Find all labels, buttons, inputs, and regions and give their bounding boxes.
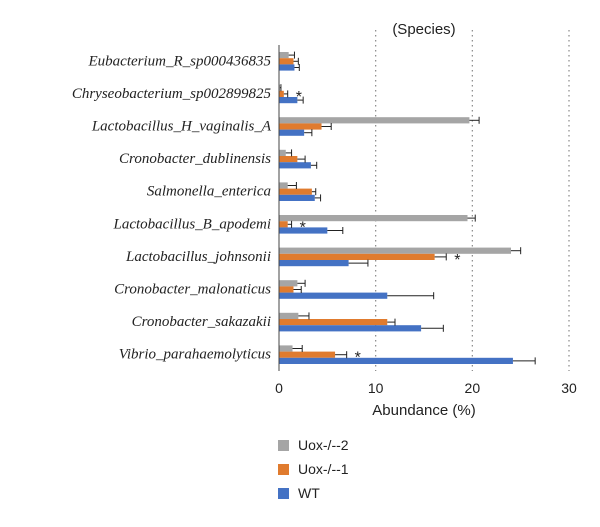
x-axis-title: Abundance (%) bbox=[372, 402, 475, 419]
bar bbox=[279, 280, 298, 287]
category-labels: Eubacterium_R_sp000436835 Chryseobacteriu… bbox=[72, 53, 272, 362]
gridlines bbox=[375, 30, 570, 371]
legend-label: Uox-/--1 bbox=[298, 461, 349, 477]
bar bbox=[279, 312, 299, 319]
bars-group bbox=[279, 52, 513, 364]
bar bbox=[279, 260, 349, 267]
significance-mark: * bbox=[300, 219, 306, 236]
bar bbox=[279, 90, 284, 97]
bar bbox=[279, 97, 298, 104]
bar bbox=[279, 162, 311, 169]
x-tick-label: 0 bbox=[275, 380, 283, 396]
x-tick-label: 20 bbox=[465, 380, 481, 396]
x-tick-label: 30 bbox=[561, 380, 577, 396]
bar bbox=[279, 156, 298, 163]
bar bbox=[279, 247, 511, 254]
category-label: Lactobacillus_B_apodemi bbox=[113, 216, 272, 232]
bar bbox=[279, 292, 388, 299]
legend-swatch bbox=[278, 488, 289, 499]
error-bars-group bbox=[279, 51, 536, 365]
x-tick-labels: 0 10 20 30 bbox=[275, 380, 577, 396]
bar bbox=[279, 194, 315, 201]
significance-marks: * * * * bbox=[296, 89, 461, 367]
category-label: Cronobacter_sakazakii bbox=[132, 314, 271, 330]
legend-swatch bbox=[278, 464, 289, 475]
bar bbox=[279, 325, 422, 332]
category-label: Vibrio_parahaemolyticus bbox=[119, 347, 271, 363]
bar bbox=[279, 188, 312, 195]
category-label: Cronobacter_malonaticus bbox=[114, 282, 271, 298]
significance-mark: * bbox=[454, 252, 460, 269]
significance-mark: * bbox=[355, 350, 361, 367]
significance-mark: * bbox=[296, 89, 302, 106]
bar bbox=[279, 117, 470, 124]
x-tick-label: 10 bbox=[368, 380, 384, 396]
bar bbox=[279, 149, 286, 156]
bar bbox=[279, 357, 513, 364]
legend-label: Uox-/--2 bbox=[298, 437, 349, 453]
bar bbox=[279, 52, 289, 59]
bar bbox=[279, 227, 328, 234]
bar bbox=[279, 319, 388, 326]
bar bbox=[279, 345, 293, 352]
bar bbox=[279, 253, 435, 260]
legend: Uox-/--2 Uox-/--1 WT bbox=[278, 437, 349, 501]
category-label: Cronobacter_dublinensis bbox=[119, 151, 271, 167]
chart-title: (Species) bbox=[392, 21, 455, 38]
category-label: Lactobacillus_H_vaginalis_A bbox=[91, 119, 272, 135]
bar bbox=[279, 58, 294, 65]
bar bbox=[279, 351, 336, 358]
category-label: Salmonella_enterica bbox=[147, 184, 271, 200]
bar bbox=[279, 123, 322, 130]
bar bbox=[279, 286, 294, 293]
category-label: Chryseobacterium_sp002899825 bbox=[72, 86, 272, 102]
bar bbox=[279, 215, 468, 222]
bar bbox=[279, 64, 295, 71]
bar bbox=[279, 182, 288, 189]
category-label: Eubacterium_R_sp000436835 bbox=[88, 53, 272, 69]
legend-swatch bbox=[278, 440, 289, 451]
bar bbox=[279, 221, 288, 228]
legend-label: WT bbox=[298, 485, 320, 501]
bar bbox=[279, 129, 305, 136]
category-label: Lactobacillus_johnsonii bbox=[125, 249, 271, 265]
